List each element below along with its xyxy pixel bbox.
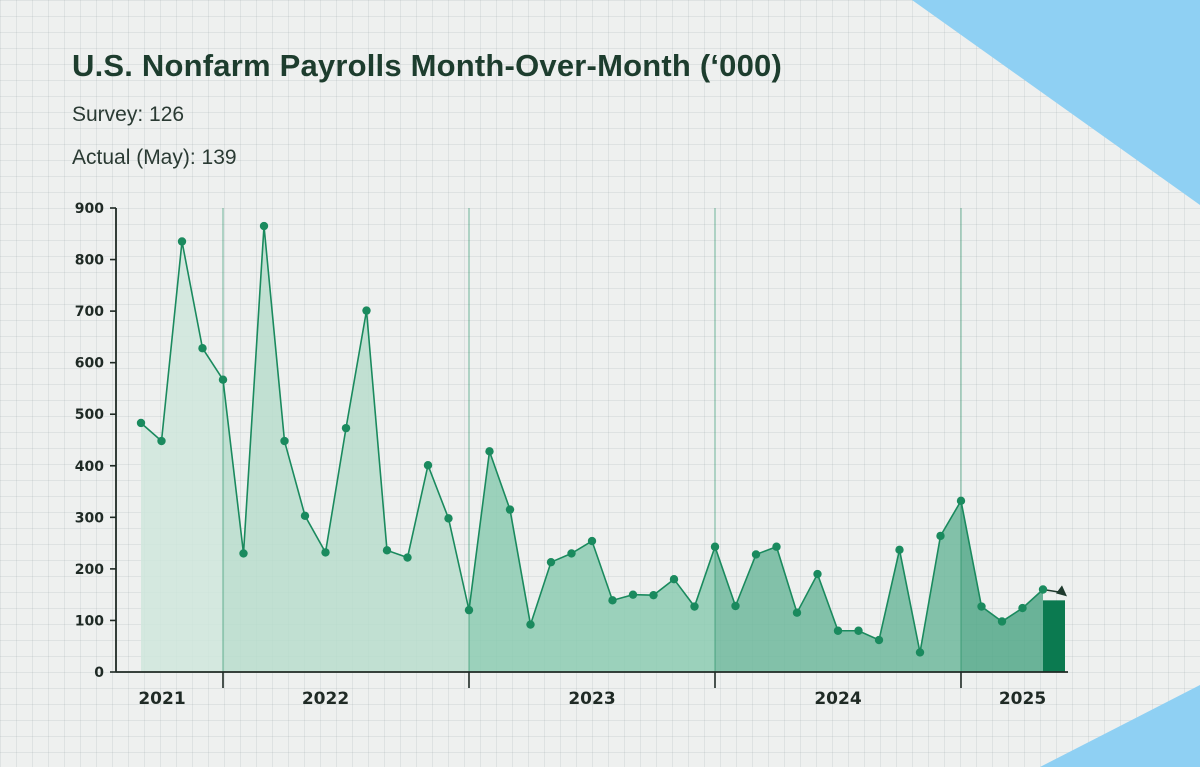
data-point bbox=[895, 545, 904, 555]
data-point bbox=[731, 601, 740, 611]
data-point bbox=[505, 505, 515, 514]
data-point bbox=[813, 569, 822, 579]
data-point bbox=[280, 436, 289, 446]
data-point bbox=[485, 447, 494, 456]
area-segment-2024 bbox=[715, 500, 961, 672]
x-year-label: 2025 bbox=[999, 689, 1046, 709]
data-point bbox=[546, 557, 556, 567]
data-point bbox=[300, 511, 310, 520]
data-point bbox=[792, 608, 802, 617]
data-point bbox=[136, 418, 146, 428]
data-point bbox=[423, 461, 433, 470]
y-tick-label: 300 bbox=[75, 510, 104, 526]
highlight-bar bbox=[1043, 600, 1065, 672]
data-point bbox=[382, 546, 392, 555]
y-tick-label: 900 bbox=[75, 201, 104, 217]
data-point bbox=[444, 514, 453, 523]
data-point bbox=[854, 626, 863, 635]
x-year-label: 2023 bbox=[568, 689, 615, 709]
data-point bbox=[1018, 603, 1027, 613]
data-point bbox=[669, 575, 679, 584]
data-point bbox=[956, 496, 966, 506]
data-point bbox=[239, 549, 248, 558]
data-point bbox=[751, 550, 761, 559]
area-segment-2023 bbox=[469, 451, 715, 672]
data-point bbox=[690, 602, 699, 611]
x-year-label: 2024 bbox=[814, 689, 861, 709]
data-point bbox=[259, 221, 269, 231]
survey-value: Survey: 126 bbox=[72, 103, 185, 126]
data-point bbox=[833, 626, 843, 635]
y-tick-label: 700 bbox=[75, 304, 104, 320]
y-tick-label: 0 bbox=[94, 665, 104, 681]
data-point bbox=[587, 536, 597, 546]
area-segment-2025 bbox=[961, 500, 1043, 672]
data-point bbox=[649, 590, 658, 600]
y-tick-label: 100 bbox=[75, 613, 104, 629]
chart-title: U.S. Nonfarm Payrolls Month-Over-Month (… bbox=[72, 48, 783, 83]
trend-arrow-head bbox=[1056, 585, 1067, 597]
data-point bbox=[997, 617, 1007, 626]
data-point bbox=[321, 548, 330, 557]
y-tick-label: 800 bbox=[75, 253, 104, 269]
area-segment-2021 bbox=[141, 241, 223, 672]
data-point bbox=[567, 549, 576, 558]
actual-value: Actual (May): 139 bbox=[72, 146, 237, 169]
data-point bbox=[772, 542, 781, 551]
data-point bbox=[874, 635, 884, 645]
x-year-label: 2022 bbox=[302, 689, 349, 709]
y-tick-label: 600 bbox=[75, 356, 104, 372]
data-point bbox=[628, 590, 638, 599]
data-point bbox=[710, 542, 720, 551]
data-point bbox=[198, 344, 207, 353]
y-tick-label: 200 bbox=[75, 562, 104, 578]
y-tick-label: 400 bbox=[75, 459, 104, 475]
data-point bbox=[977, 602, 986, 611]
data-point bbox=[936, 531, 945, 541]
data-point bbox=[218, 375, 228, 384]
data-point bbox=[915, 648, 925, 657]
data-point bbox=[403, 553, 412, 562]
data-point bbox=[526, 620, 535, 629]
y-tick-label: 500 bbox=[75, 407, 104, 423]
data-point bbox=[341, 423, 351, 433]
data-point bbox=[362, 306, 371, 315]
data-point bbox=[1038, 585, 1048, 594]
data-point bbox=[464, 605, 474, 615]
data-point bbox=[157, 436, 166, 446]
x-year-label: 2021 bbox=[138, 689, 185, 709]
data-point bbox=[177, 237, 187, 246]
data-point bbox=[608, 596, 617, 605]
